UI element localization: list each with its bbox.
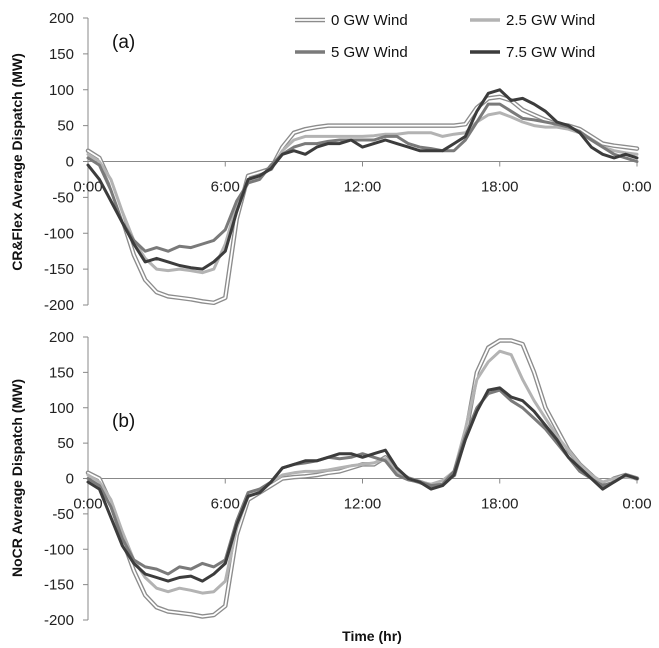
y-tick-label: -50 [52,506,74,523]
y-tick-label: -150 [44,261,74,278]
y-tick-label: -200 [44,297,74,314]
y-tick-label: -150 [44,577,74,594]
x-tick-label: 12:00 [344,496,382,513]
legend-item-0-gw-wind: 0 GW Wind [295,12,408,29]
y-axis-title: NoCR Average Dispatch (MW) [9,379,25,577]
y-tick-label: 150 [49,46,74,63]
y-tick-label: -100 [44,225,74,242]
legend-item-2-5-gw-wind: 2.5 GW Wind [470,12,595,29]
y-tick-label: 50 [57,435,74,452]
series-line-7-5-gw-wind [86,386,639,583]
panel-label: (b) [112,411,135,432]
y-tick-label: 150 [49,364,74,381]
x-tick-label: 0:00 [73,179,102,196]
series-line-5-gw-wind [86,102,639,253]
y-tick-label: 200 [49,10,74,27]
legend-item-5-gw-wind: 5 GW Wind [295,44,408,61]
x-tick-label: 0:00 [622,496,651,513]
y-tick-label: 100 [49,400,74,417]
series-line-0-gw-wind-inner [87,96,638,304]
y-tick-label: 200 [49,329,74,346]
x-tick-label: 6:00 [211,179,240,196]
legend: 0 GW Wind 2.5 GW Wind 5 GW Wind 7.5 GW Wind [295,12,595,61]
panel-a: 200 150 100 50 0 -50 -100 -150 -200 0:00 6:00 12:00… [9,10,652,314]
y-axis-title: CR&Flex Average Dispatch (MW) [9,53,25,271]
x-tick-label: 6:00 [211,496,240,513]
series-line-2-5-gw-wind [86,349,639,595]
legend-item-7-5-gw-wind: 7.5 GW Wind [470,44,595,61]
panel-label: (a) [112,32,135,53]
y-tick-label: 50 [57,118,74,135]
legend-label: 2.5 GW Wind [506,12,595,29]
y-tick-label: 0 [66,154,74,171]
x-tick-label: 0:00 [622,179,651,196]
series-line-7-5-gw-wind [86,88,639,271]
y-tick-label: 100 [49,82,74,99]
x-axis-title: Time (hr) [342,628,402,644]
legend-label: 7.5 GW Wind [506,44,595,61]
panel-b: 200 150 100 50 0 -50 -100 -150 -200 0:00 6:00 12:00… [9,329,652,629]
x-tick-label: 0:00 [73,496,102,513]
legend-label: 5 GW Wind [331,44,408,61]
y-tick-label: 0 [66,471,74,488]
x-tick-label: 12:00 [344,179,382,196]
y-tick-label: -50 [52,189,74,206]
y-tick-label: -100 [44,541,74,558]
y-tick-label: -200 [44,612,74,629]
series-line-5-gw-wind [86,388,639,576]
legend-label: 0 GW Wind [331,12,408,29]
x-tick-label: 18:00 [481,179,519,196]
x-tick-label: 18:00 [481,496,519,513]
series-line-2-5-gw-wind [86,111,639,275]
